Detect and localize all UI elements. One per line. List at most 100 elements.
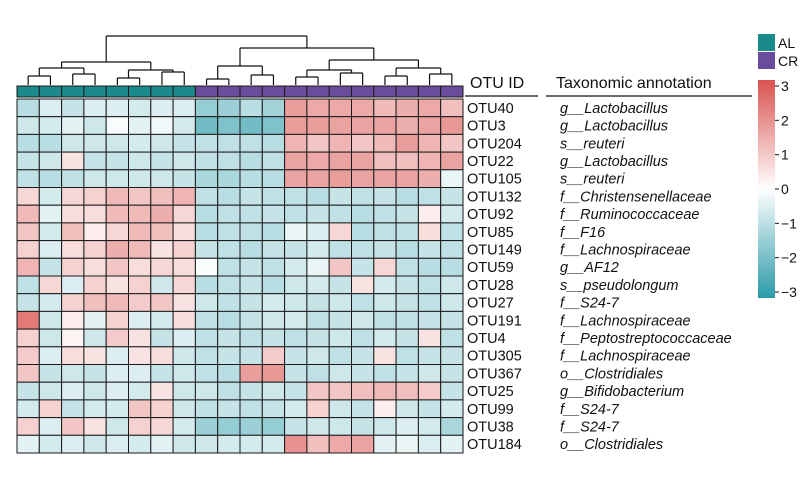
heatmap-cell — [395, 399, 419, 419]
heatmap-cell — [194, 116, 219, 135]
heatmap-cell — [328, 169, 353, 189]
color-scale-bar — [758, 80, 775, 298]
row-label: OTU59 — [467, 260, 514, 276]
heatmap-cell — [284, 275, 308, 295]
heatmap-cell — [328, 293, 353, 312]
heatmap-cell — [239, 204, 263, 224]
taxonomy-label: o__Clostridiales — [560, 366, 663, 382]
heatmap-cell — [217, 434, 241, 454]
heatmap-cell — [172, 169, 196, 189]
heatmap-cell — [194, 310, 219, 330]
heatmap-cell — [172, 434, 196, 454]
heatmap-cell — [172, 133, 196, 153]
heatmap-cell — [395, 204, 419, 224]
heatmap-cell — [217, 417, 241, 436]
heatmap-cell — [440, 328, 464, 348]
group-annotation-cell — [417, 85, 442, 98]
heatmap-cell — [150, 204, 174, 224]
heatmap-cell — [373, 204, 397, 224]
heatmap-cell — [440, 240, 464, 259]
heatmap-cell — [61, 98, 85, 118]
heatmap-cell — [194, 187, 219, 206]
heatmap-cell — [194, 328, 219, 348]
heatmap-cell — [284, 240, 308, 259]
heatmap-cell — [194, 240, 219, 259]
heatmap-cell — [351, 381, 375, 401]
heatmap-cell — [417, 328, 442, 348]
heatmap-cell — [172, 275, 196, 295]
heatmap-cell — [261, 275, 286, 295]
heatmap-cell — [440, 381, 464, 401]
heatmap-cell — [61, 293, 85, 312]
heatmap-cell — [306, 116, 330, 135]
heatmap-cell — [105, 169, 129, 189]
taxonomy-label: f__Christensenellaceae — [560, 189, 712, 205]
heatmap-cell — [373, 187, 397, 206]
heatmap-cell — [440, 169, 464, 189]
heatmap-cell — [306, 346, 330, 365]
heatmap-cell — [239, 257, 263, 277]
heatmap-cell — [239, 240, 263, 259]
heatmap-cell — [150, 417, 174, 436]
heatmap-cell — [83, 364, 107, 383]
row-label: OTU367 — [467, 366, 522, 382]
heatmap-cell — [373, 328, 397, 348]
heatmap-cell — [351, 364, 375, 383]
heatmap-cell — [217, 293, 241, 312]
heatmap-cell — [239, 293, 263, 312]
heatmap-cell — [261, 151, 286, 171]
heatmap-cell — [105, 293, 129, 312]
heatmap-cell — [217, 133, 241, 153]
group-annotation-cell — [284, 85, 308, 98]
heatmap-cell — [395, 381, 419, 401]
heatmap-cell — [150, 187, 174, 206]
heatmap-cell — [61, 257, 85, 277]
heatmap-cell — [172, 98, 196, 118]
heatmap-cell — [105, 417, 129, 436]
heatmap-cell — [194, 133, 219, 153]
heatmap-cell — [38, 133, 63, 153]
heatmap-cell — [217, 346, 241, 365]
heatmap-cell — [373, 133, 397, 153]
heatmap-cell — [351, 240, 375, 259]
heatmap-cell — [128, 328, 152, 348]
heatmap-cell — [395, 275, 419, 295]
heatmap-cell — [16, 116, 40, 135]
heatmap-cell — [128, 346, 152, 365]
heatmap-cell — [417, 310, 442, 330]
heatmap-cell — [328, 310, 353, 330]
heatmap-cell — [395, 240, 419, 259]
group-annotation-cell — [105, 85, 129, 98]
heatmap-cell — [351, 275, 375, 295]
group-annotation-cell — [16, 85, 40, 98]
heatmap-cell — [150, 169, 174, 189]
heatmap-cell — [172, 364, 196, 383]
heatmap-cell — [239, 310, 263, 330]
heatmap-cell — [373, 240, 397, 259]
heatmap-cell — [61, 169, 85, 189]
taxonomy-label: s__pseudolongum — [560, 278, 679, 294]
heatmap-cell — [328, 346, 353, 365]
heatmap-cell — [194, 98, 219, 118]
heatmap-cell — [284, 381, 308, 401]
heatmap-cell — [172, 222, 196, 242]
heatmap-cell — [61, 240, 85, 259]
heatmap-cell — [284, 417, 308, 436]
heatmap-cell — [194, 346, 219, 365]
heatmap-cell — [150, 293, 174, 312]
heatmap-cell — [395, 310, 419, 330]
heatmap-cell — [373, 310, 397, 330]
heatmap-cell — [395, 417, 419, 436]
heatmap-cell — [440, 293, 464, 312]
heatmap-cell — [417, 399, 442, 419]
heatmap-cell — [351, 293, 375, 312]
heatmap-cell — [417, 240, 442, 259]
taxonomy-label: o__Clostridiales — [560, 437, 663, 453]
heatmap-cell — [417, 187, 442, 206]
heatmap-cell — [417, 222, 442, 242]
heatmap-cell — [217, 257, 241, 277]
heatmap-cell — [16, 434, 40, 454]
heatmap-cell — [351, 133, 375, 153]
heatmap-cell — [239, 346, 263, 365]
heatmap-cell — [328, 275, 353, 295]
